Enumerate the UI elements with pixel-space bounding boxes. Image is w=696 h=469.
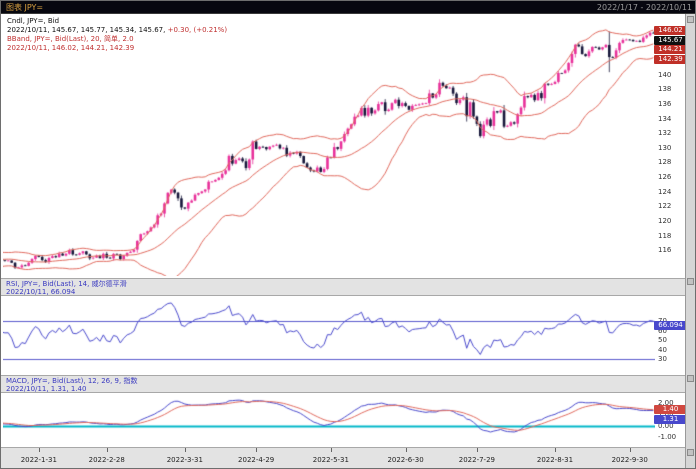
axis-label: 116: [658, 246, 672, 255]
rsi-chart-canvas[interactable]: [3, 296, 655, 375]
axis-label: 136: [658, 99, 672, 108]
axis-label: 118: [658, 231, 672, 240]
signal-value-badge: 1.40: [654, 405, 687, 415]
ohlc-values: 2022/10/11, 145.67, 145.77, 145.34, 145.…: [7, 26, 168, 34]
band-value-badge: 144.21: [654, 45, 687, 54]
axis-label: 140: [658, 70, 672, 79]
axis-label: 30: [658, 355, 667, 363]
axis-label: 142: [658, 55, 672, 64]
x-tick-mark: [405, 448, 407, 452]
axis-label: 2.00: [658, 399, 674, 408]
x-axis-label: 2022-6-30: [387, 456, 424, 464]
x-tick-mark: [38, 448, 40, 452]
panel-expand-button[interactable]: [687, 278, 694, 285]
x-tick-mark: [629, 448, 631, 452]
axis-label: 120: [658, 217, 672, 226]
band-value-badge: 146.02: [654, 26, 687, 35]
panel-expand-button[interactable]: [687, 449, 694, 456]
title-bar: 图表 JPY= 2022/1/17 - 2022/10/11: [1, 1, 695, 14]
axis-label: 132: [658, 129, 672, 138]
x-axis-label: 2022-4-29: [238, 456, 275, 464]
x-axis-label: 2022-5-31: [312, 456, 349, 464]
panel-expand-button[interactable]: [687, 375, 694, 382]
x-axis-label: 2022-8-31: [536, 456, 574, 464]
axis-label: 138: [658, 85, 672, 94]
x-tick-mark: [330, 448, 332, 452]
price-ohlc-readout: 2022/10/11, 145.67, 145.77, 145.34, 145.…: [7, 26, 227, 35]
bband-readout: 2022/10/11, 146.02, 144.21, 142.39: [7, 44, 135, 52]
axis-label: 126: [658, 173, 672, 182]
axis-label: 60: [658, 326, 667, 335]
x-tick-mark: [106, 448, 108, 452]
axis-label: 50: [658, 336, 667, 345]
band-value-badge: 142.39: [654, 54, 687, 64]
macd-readout: 2022/10/11, 1.31, 1.40: [6, 385, 87, 393]
panel-expand-button[interactable]: [687, 16, 694, 23]
axis-label: 144: [658, 41, 672, 50]
rsi-header: RSI, JPY=, Bid(Last), 14, 威尔德平滑 2022/10/…: [1, 278, 687, 296]
macd-header: MACD, JPY=, Bid(Last), 12, 26, 9, 指数 202…: [1, 375, 687, 393]
last-value-badge: 145.67: [654, 35, 687, 45]
x-axis-label: 2022-3-31: [166, 456, 203, 464]
x-tick-mark: [256, 448, 258, 452]
rsi-series-label: RSI, JPY=, Bid(Last), 14, 威尔德平滑: [6, 280, 127, 288]
bband-series-label: BBand, JPY=, Bid(Last), 20, 简单, 2.0: [7, 35, 134, 43]
axis-label: -1.00: [658, 432, 677, 441]
axis-label: 40: [658, 345, 667, 354]
date-range-label: 2022/1/17 - 2022/10/11: [596, 2, 692, 12]
rsi-value-badge: 66.094: [654, 320, 687, 330]
axis-label: 1.00: [658, 410, 674, 419]
axis-label: 128: [658, 158, 672, 167]
x-tick-mark: [184, 448, 186, 452]
macd-series-label: MACD, JPY=, Bid(Last), 12, 26, 9, 指数: [6, 377, 138, 385]
x-axis-label: 2022-2-28: [88, 456, 125, 464]
price-series-label: Cndl, JPY=, Bid: [7, 17, 60, 25]
rsi-readout: 2022/10/11, 66.094: [6, 288, 76, 296]
x-tick-mark: [554, 448, 556, 452]
axis-label: 130: [658, 143, 672, 152]
axis-label: 122: [658, 202, 672, 211]
time-axis: 2022-1-31 2022-2-28 2022-3-31 2022-4-29 2022…: [1, 447, 687, 468]
price-legend: Cndl, JPY=, Bid 2022/10/11, 145.67, 145.…: [7, 17, 227, 53]
axis-label: 124: [658, 187, 672, 196]
window-title: 图表 JPY=: [6, 2, 44, 12]
macd-value-badge: 1.31: [654, 414, 687, 424]
right-gutter: [685, 14, 695, 468]
x-axis-label: 2022-1-31: [20, 456, 57, 464]
axis-label: 134: [658, 114, 672, 123]
x-axis-label: 2022-9-30: [611, 456, 648, 464]
axis-label: 70: [658, 317, 667, 326]
price-chart-canvas[interactable]: [3, 16, 655, 276]
macd-chart-canvas[interactable]: [3, 393, 655, 447]
x-tick-mark: [476, 448, 478, 452]
x-axis-label: 2022-7-29: [458, 456, 495, 464]
axis-label: 0.00: [658, 421, 674, 430]
price-change: +0.30, (+0.21%): [167, 26, 228, 34]
